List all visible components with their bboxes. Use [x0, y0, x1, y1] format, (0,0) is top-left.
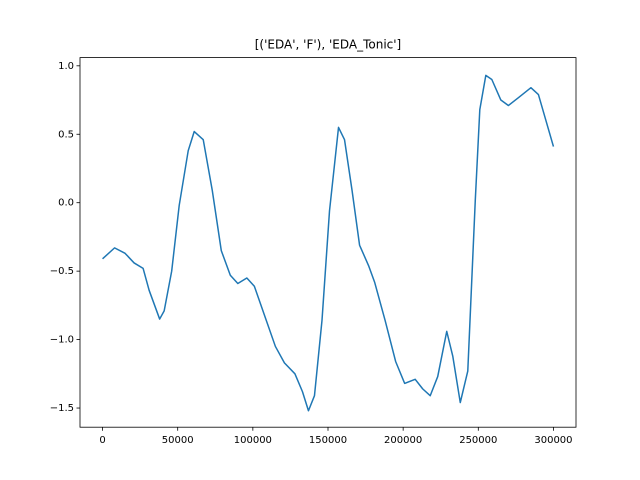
line — [102, 74, 555, 412]
y-tick-label: −1.5 — [50, 403, 74, 414]
y-tick-label: −0.5 — [50, 266, 74, 277]
chart-title: [('EDA', 'F'), 'EDA_Tonic'] — [255, 38, 402, 52]
x-tick-label: 150000 — [309, 435, 347, 446]
x-tick-label: 300000 — [534, 435, 572, 446]
x-tick-label: 100000 — [234, 435, 272, 446]
y-tick-label: −1.0 — [50, 335, 74, 346]
y-tick-label: 0.5 — [58, 129, 74, 140]
x-tick-label: 250000 — [459, 435, 497, 446]
x-tick-label: 200000 — [384, 435, 422, 446]
y-tick-label: 1.0 — [58, 61, 74, 72]
axes-frame — [79, 57, 577, 428]
x-tick-label: 0 — [99, 435, 105, 446]
y-tick-label: 0.0 — [58, 198, 74, 209]
x-tick-label: 50000 — [162, 435, 194, 446]
